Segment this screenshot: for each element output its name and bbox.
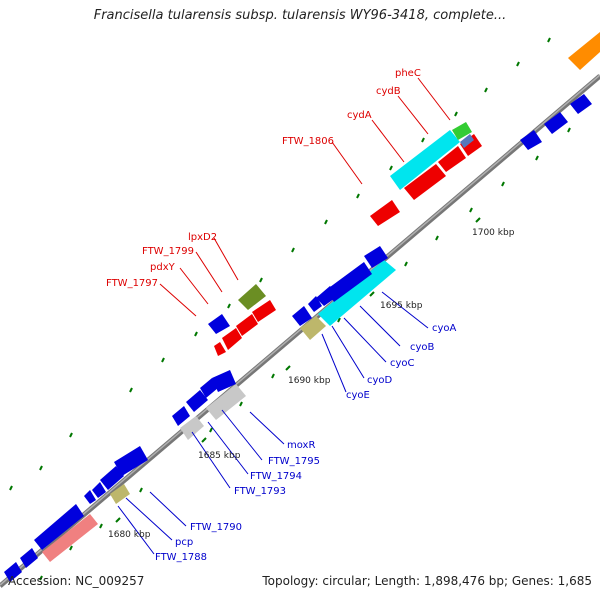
gene-label-cyob: cyoB [410, 342, 435, 353]
gene-arrow-red-5[interactable] [370, 200, 400, 226]
gene-arrow-red-6[interactable] [404, 164, 446, 200]
gene-arrow-red-8[interactable] [460, 134, 482, 156]
gene-label-ftw-1790: FTW_1790 [190, 522, 242, 533]
scale-label-1685: 1685 kbp [198, 451, 241, 461]
tick-rows [9, 37, 571, 581]
gene-label-ftw-1794: FTW_1794 [250, 471, 302, 482]
gene-arrow-red-3[interactable] [236, 314, 258, 336]
gene-arrow-green[interactable] [452, 122, 472, 140]
gene-arrow-blue-12[interactable] [208, 314, 230, 334]
gene-arrow-blue-5[interactable] [92, 482, 106, 498]
gene-arrow-blue-3[interactable] [34, 504, 84, 550]
accession-text: Accession: NC_009257 [8, 574, 145, 588]
gene-arrow-gray-1[interactable] [180, 416, 204, 440]
gene-arrow-cyan-1[interactable] [318, 260, 396, 326]
gene-arrow-blue-19[interactable] [544, 112, 568, 134]
gene-arrow-blue-20[interactable] [570, 94, 592, 114]
gene-arrow-blue-14[interactable] [308, 296, 322, 312]
gene-label-cyoe: cyoE [346, 390, 370, 401]
genome-backbone [0, 74, 600, 588]
label-leader-lines [117, 77, 451, 555]
gene-label-cyoa: cyoA [432, 323, 457, 334]
gene-arrow-red-1[interactable] [214, 342, 226, 356]
gene-label-ftw-1795: FTW_1795 [268, 456, 320, 467]
gene-arrow-orange[interactable] [568, 32, 600, 70]
gene-arrow-blue-7[interactable] [114, 446, 148, 476]
gene-arrow-blue-4[interactable] [84, 490, 96, 504]
gene-arrow-blue-11[interactable] [212, 370, 236, 392]
gene-arrow-blue-16[interactable] [326, 262, 372, 302]
gene-label-lpxd2: lpxD2 [188, 232, 217, 243]
gene-arrow-blue-10[interactable] [200, 378, 218, 398]
gene-label-ftw-1799: FTW_1799 [142, 246, 194, 257]
gene-arrow-blue-2[interactable] [20, 548, 38, 568]
gene-arrow-olive[interactable] [238, 284, 266, 310]
gene-arrow-red-2[interactable] [222, 328, 242, 350]
gene-label-cydb: cydB [376, 86, 401, 97]
gene-arrow-khaki-2[interactable] [300, 316, 326, 340]
gene-arrow-blue-17[interactable] [364, 246, 388, 268]
map-title: Francisella tularensis subsp. tularensis… [93, 8, 507, 23]
gene-arrow-blue-9[interactable] [186, 390, 208, 412]
gene-arrow-blue-18[interactable] [520, 130, 542, 150]
scale-label-1700: 1700 kbp [472, 228, 515, 238]
gene-label-pdxy: pdxY [150, 262, 176, 273]
scale-label-1695: 1695 kbp [380, 301, 423, 311]
forward-strand-features [42, 32, 600, 562]
gene-label-ftw-1797: FTW_1797 [106, 278, 158, 289]
gene-label-phec: pheC [395, 68, 421, 79]
gene-arrow-blue-6[interactable] [100, 466, 124, 490]
gene-label-cyoc: cyoC [390, 358, 415, 369]
gene-arrow-khaki-1[interactable] [110, 484, 130, 504]
gene-label-cyda: cydA [347, 110, 372, 121]
scale-label-1680: 1680 kbp [108, 530, 151, 540]
gene-label-ftw-1806: FTW_1806 [282, 136, 334, 147]
gene-label-ftw-1788: FTW_1788 [155, 552, 207, 563]
gene-label-cyod: cyoD [367, 375, 393, 386]
scale-label-1690: 1690 kbp [288, 376, 331, 386]
gene-arrow-red-7[interactable] [438, 146, 466, 172]
reverse-strand-features [4, 94, 592, 582]
gene-arrow-blue-13[interactable] [292, 306, 312, 326]
gene-label-moxr: moxR [287, 440, 315, 451]
gene-arrow-gray-2[interactable] [206, 384, 246, 420]
gene-label-pcp: pcp [175, 537, 193, 548]
gene-arrow-blue-8[interactable] [172, 406, 190, 426]
genome-backbone-highlight [0, 74, 600, 586]
gene-arrow-pink[interactable] [42, 514, 98, 562]
gene-label-ftw-1793: FTW_1793 [234, 486, 286, 497]
topology-text: Topology: circular; Length: 1,898,476 bp… [262, 574, 592, 588]
gene-arrow-red-4[interactable] [252, 300, 276, 322]
gene-arrow-cyan-2[interactable] [390, 130, 460, 190]
gene-arrow-blue-f[interactable] [460, 134, 474, 148]
gene-arrow-blue-1[interactable] [4, 562, 22, 582]
